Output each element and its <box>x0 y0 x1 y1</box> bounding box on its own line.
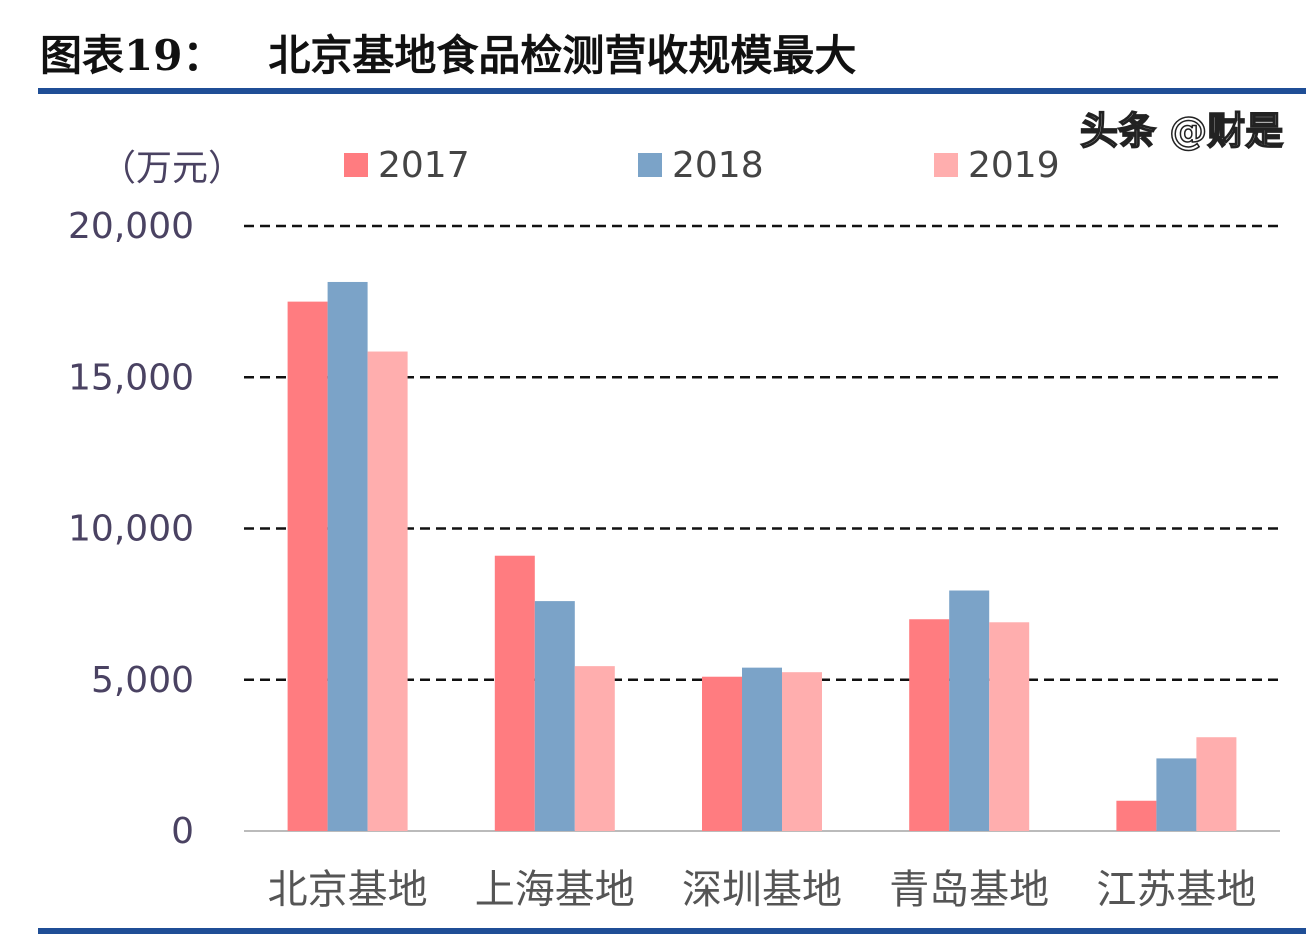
bar-2018-3 <box>949 590 990 831</box>
bar-2018-2 <box>742 667 782 831</box>
bar-2017-0 <box>287 301 328 831</box>
y-tick-label: 10,000 <box>68 509 194 550</box>
bar-2018-0 <box>327 281 368 831</box>
legend-swatch-2017 <box>344 153 368 177</box>
y-tick-label: 20,000 <box>68 206 194 247</box>
chart-title: 图表19： 北京基地食品检测营收规模最大 <box>40 31 857 80</box>
bar-2017-3 <box>909 619 950 831</box>
bar-2019-2 <box>782 672 822 831</box>
legend-swatch-2019 <box>934 153 958 177</box>
legend-swatch-2018 <box>638 153 662 177</box>
x-tick-label: 江苏基地 <box>1096 867 1256 913</box>
bottom-rule <box>38 928 1306 934</box>
legend-label: 2019 <box>968 145 1060 186</box>
legend-label: 2018 <box>672 145 764 186</box>
bar-2017-4 <box>1116 800 1157 831</box>
x-tick-label: 青岛基地 <box>889 867 1049 913</box>
bar-2019-4 <box>1196 737 1237 831</box>
y-tick-label: 5,000 <box>91 660 194 701</box>
bar-2018-1 <box>534 601 575 831</box>
bar-2018-4 <box>1156 758 1197 831</box>
y-tick-label: 0 <box>171 811 194 852</box>
top-rule <box>38 88 1306 94</box>
bar-2019-0 <box>367 351 408 831</box>
x-tick-label: 北京基地 <box>268 867 428 913</box>
legend-label: 2017 <box>378 145 470 186</box>
bar-2017-2 <box>702 676 742 831</box>
y-tick-label: 15,000 <box>68 357 194 398</box>
watermark: 头条 @财是 <box>1079 108 1284 154</box>
bar-2019-3 <box>989 622 1030 831</box>
x-tick-label: 上海基地 <box>475 867 635 913</box>
y-axis-unit: （万元） <box>100 148 244 189</box>
x-tick-label: 深圳基地 <box>682 867 842 913</box>
bar-2019-1 <box>574 666 615 831</box>
bar-2017-1 <box>494 555 535 831</box>
